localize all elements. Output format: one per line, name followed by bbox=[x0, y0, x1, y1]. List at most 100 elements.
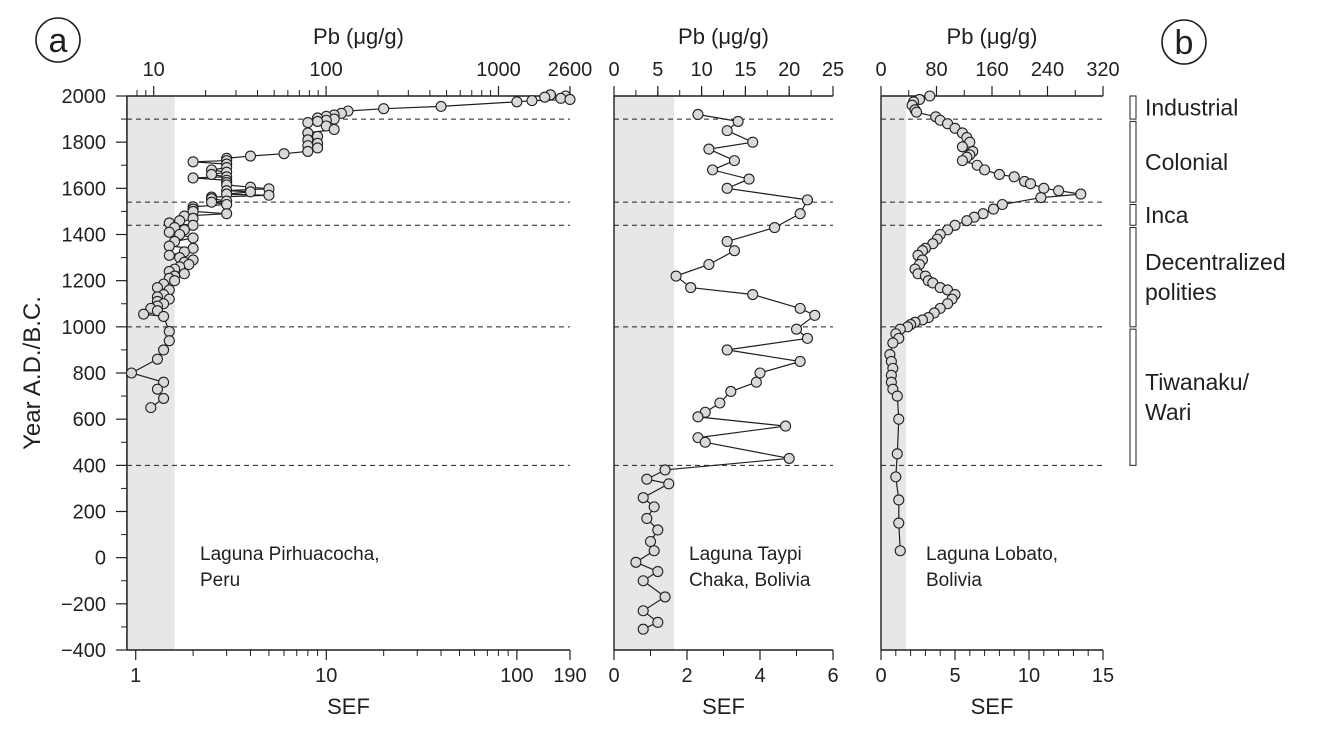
top-tick-label: 20 bbox=[778, 59, 800, 81]
data-point bbox=[648, 545, 660, 557]
data-point bbox=[721, 344, 733, 356]
data-point bbox=[158, 310, 170, 322]
y-axis-title: Year A.D./B.C. bbox=[19, 296, 46, 450]
x-axis-title: SEF bbox=[971, 694, 1014, 719]
data-point bbox=[699, 436, 711, 448]
data-point bbox=[637, 575, 649, 587]
x-tick-label: 10 bbox=[1018, 665, 1040, 687]
data-point bbox=[187, 156, 199, 168]
data-point bbox=[732, 115, 744, 127]
data-point bbox=[163, 335, 175, 347]
x-tick-label: 0 bbox=[608, 665, 619, 687]
period-label: Decentralized bbox=[1145, 249, 1286, 275]
data-point bbox=[714, 397, 726, 409]
data-point bbox=[703, 143, 715, 155]
data-point bbox=[221, 208, 233, 220]
data-point bbox=[893, 517, 905, 529]
period-bracket bbox=[1129, 328, 1137, 466]
data-point bbox=[302, 116, 314, 129]
data-point bbox=[221, 198, 233, 211]
data-point bbox=[703, 258, 715, 271]
y-tick-label: 800 bbox=[73, 363, 106, 385]
panel-3 bbox=[880, 86, 1104, 660]
top-tick-label: 320 bbox=[1086, 59, 1119, 81]
site-label: Bolivia bbox=[926, 570, 982, 591]
period-bracket bbox=[1129, 203, 1137, 226]
data-point bbox=[659, 591, 671, 603]
data-point bbox=[125, 367, 138, 379]
data-point bbox=[169, 275, 181, 287]
period-bracket bbox=[1129, 95, 1137, 120]
data-point bbox=[637, 605, 649, 617]
y-tick-label: 0 bbox=[95, 548, 106, 570]
data-point bbox=[187, 172, 199, 184]
data-point bbox=[637, 623, 649, 635]
site-label: Laguna Taypi bbox=[689, 544, 802, 565]
data-point bbox=[894, 545, 906, 557]
data-point bbox=[539, 91, 551, 103]
background-range-shade bbox=[614, 96, 675, 650]
data-point bbox=[996, 198, 1008, 211]
data-point bbox=[1008, 171, 1020, 183]
top-tick-label: 5 bbox=[652, 59, 663, 81]
period-label: polities bbox=[1145, 279, 1217, 305]
panel-1 bbox=[125, 86, 576, 660]
data-point bbox=[138, 308, 150, 320]
data-point bbox=[641, 512, 653, 524]
data-point bbox=[145, 402, 157, 414]
data-point bbox=[163, 226, 175, 238]
badge-b-circle bbox=[1161, 19, 1207, 65]
data-point bbox=[956, 141, 968, 153]
site-label: Peru bbox=[200, 570, 240, 591]
data-point bbox=[378, 103, 390, 115]
data-point bbox=[206, 196, 218, 208]
data-point bbox=[1075, 188, 1087, 200]
top-tick-label: 10 bbox=[690, 59, 712, 81]
data-point bbox=[178, 268, 190, 280]
data-point bbox=[891, 448, 903, 460]
top-tick-label: 240 bbox=[1031, 59, 1064, 81]
data-point bbox=[692, 411, 704, 423]
data-point bbox=[692, 108, 704, 121]
data-point bbox=[893, 413, 905, 425]
data-point bbox=[652, 524, 664, 536]
x-axis-title: SEF bbox=[327, 694, 370, 719]
top-tick-label: 2600 bbox=[548, 59, 593, 81]
data-point bbox=[890, 471, 902, 483]
top-tick-label: 0 bbox=[875, 59, 886, 81]
badge-a-label: a bbox=[49, 22, 68, 60]
data-point bbox=[779, 420, 792, 432]
data-point bbox=[725, 385, 737, 398]
y-tick-label: 1600 bbox=[62, 178, 107, 200]
x-tick-label: 5 bbox=[949, 665, 960, 687]
data-point bbox=[163, 325, 175, 338]
data-point bbox=[987, 203, 1000, 215]
data-point bbox=[151, 353, 163, 365]
top-tick-label: 15 bbox=[734, 59, 756, 81]
panel-2 bbox=[613, 86, 834, 660]
top-tick-label: 80 bbox=[925, 59, 947, 81]
x-axis-title: SEF bbox=[702, 694, 745, 719]
data-point bbox=[721, 235, 733, 247]
data-point bbox=[187, 232, 199, 244]
site-label: Laguna Lobato, bbox=[926, 544, 1058, 565]
data-point bbox=[794, 302, 806, 314]
site-label: Laguna Pirhuacocha, bbox=[200, 544, 380, 565]
data-point bbox=[790, 323, 803, 335]
x-tick-label: 4 bbox=[754, 665, 765, 687]
data-point bbox=[721, 182, 733, 194]
site-label: Chaka, Bolivia bbox=[689, 570, 811, 591]
x-tick-label: 2 bbox=[681, 665, 692, 687]
data-point bbox=[526, 95, 538, 107]
data-point bbox=[564, 93, 576, 106]
data-point bbox=[435, 100, 447, 112]
y-tick-label: 400 bbox=[73, 455, 106, 477]
y-tick-label: 1200 bbox=[62, 271, 107, 293]
data-point bbox=[993, 168, 1005, 181]
data-point bbox=[187, 219, 199, 231]
y-tick-label: −400 bbox=[61, 640, 106, 662]
y-tick-label: 1400 bbox=[62, 225, 107, 247]
data-point bbox=[728, 245, 741, 257]
data-point bbox=[644, 535, 657, 548]
